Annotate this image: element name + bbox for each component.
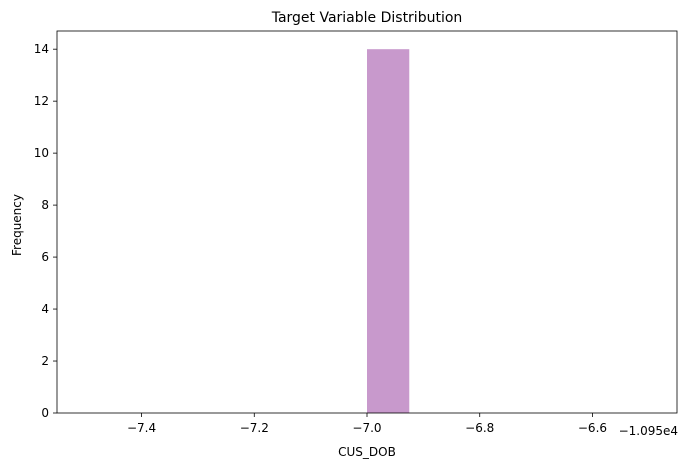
y-tick-label: 0 [41,406,49,420]
x-tick-label: −7.0 [352,421,381,435]
y-tick-label: 14 [34,42,49,56]
y-axis-ticks: 0 2 4 6 8 10 12 14 [34,42,57,420]
plot-area [56,30,678,414]
x-axis-offset-label: −1.095e4 [619,424,678,438]
histogram-bar [367,49,410,413]
x-axis-title: CUS_DOB [338,445,396,459]
x-tick-label: −6.8 [465,421,494,435]
y-tick-label: 8 [41,198,49,212]
x-axis-ticks: −7.4 −7.2 −7.0 −6.8 −6.6 [127,413,607,435]
x-tick-label: −6.6 [578,421,607,435]
y-tick-label: 6 [41,250,49,264]
y-tick-label: 4 [41,302,49,316]
x-tick-label: −7.4 [127,421,156,435]
chart-title: Target Variable Distribution [271,10,463,26]
y-axis-title: Frequency [10,194,24,256]
y-tick-label: 12 [34,94,49,108]
y-tick-label: 10 [34,146,49,160]
x-tick-label: −7.2 [240,421,269,435]
y-tick-label: 2 [41,354,49,368]
